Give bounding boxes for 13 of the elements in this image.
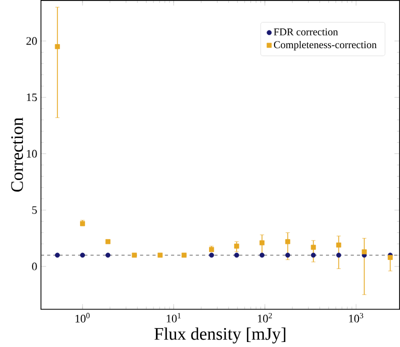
legend-label: FDR correction — [274, 28, 338, 36]
x-tick-label: 10$^{1}$ — [166, 313, 181, 322]
y-tick-label: 10 — [26, 150, 37, 158]
x-axis-title: Flux density [mJy] — [154, 328, 286, 344]
y-axis-title: Correction — [11, 118, 23, 192]
x-tick-label: 10$^{3}$ — [349, 313, 364, 322]
y-tick-label: 0 — [32, 262, 37, 270]
x-tick-label: 10$^{0}$ — [76, 312, 90, 323]
x-tick-label: 10$^{2}$ — [258, 313, 272, 322]
y-tick-label: 15 — [26, 94, 37, 102]
y-tick-label: 20 — [26, 37, 37, 45]
legend-label: Completeness-correction — [274, 41, 377, 50]
y-tick-label: 5 — [32, 206, 37, 214]
